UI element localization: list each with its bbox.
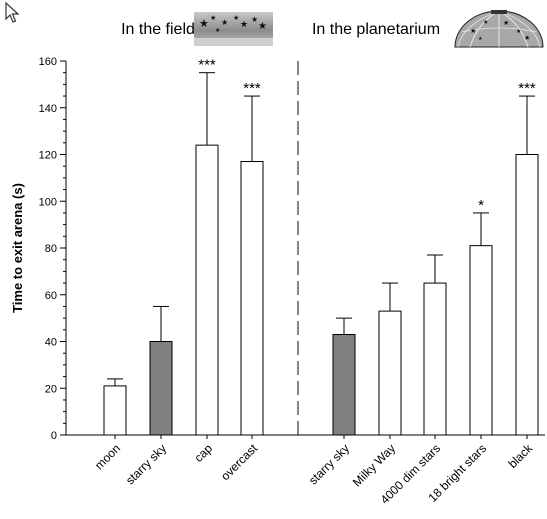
significance-marker: *** bbox=[518, 80, 536, 97]
svg-text:★: ★ bbox=[516, 28, 521, 35]
y-tick-label: 120 bbox=[39, 150, 57, 162]
y-tick-label: 80 bbox=[45, 243, 57, 255]
starry-sky-band-icon: ★ ★ ★ ★ ★ ★ ★ ★ bbox=[194, 12, 273, 46]
svg-text:★: ★ bbox=[221, 18, 228, 27]
bar-4000-dim-stars bbox=[423, 282, 447, 436]
y-tick-label: 60 bbox=[45, 290, 57, 302]
svg-text:★: ★ bbox=[251, 15, 258, 24]
bar-milky-way bbox=[378, 310, 402, 436]
planetarium-dome-icon: ★ ★ ★ ★ ★ ★ bbox=[454, 10, 544, 48]
planetarium-panel-label: In the planetarium bbox=[312, 21, 440, 38]
svg-text:★: ★ bbox=[503, 19, 509, 27]
x-tick-labels: moon starry sky cap overcast starry skyMilky… bbox=[92, 435, 536, 507]
svg-text:★: ★ bbox=[524, 34, 530, 42]
svg-text:★: ★ bbox=[199, 18, 209, 30]
x-tick-label: moon bbox=[92, 441, 123, 472]
y-tick-label: 20 bbox=[45, 383, 57, 395]
bar-starry-sky bbox=[149, 341, 173, 436]
bar-18-bright-stars bbox=[469, 245, 493, 436]
svg-text:★: ★ bbox=[258, 21, 267, 32]
significance-marker: *** bbox=[243, 80, 261, 97]
x-tick-label: starry sky bbox=[123, 441, 169, 487]
y-tick-label: 160 bbox=[39, 56, 57, 68]
y-ticks: 0 20 40 60 80 100 120 140 160 bbox=[39, 56, 66, 442]
y-tick-label: 140 bbox=[39, 103, 57, 115]
significance-marker: * bbox=[478, 197, 484, 214]
svg-text:★: ★ bbox=[215, 27, 220, 34]
svg-text:★: ★ bbox=[240, 19, 248, 29]
svg-text:★: ★ bbox=[478, 36, 483, 42]
svg-text:★: ★ bbox=[210, 14, 216, 22]
field-panel-label: In the field bbox=[121, 21, 195, 38]
svg-text:★: ★ bbox=[470, 27, 476, 35]
x-tick-label: cap bbox=[192, 441, 216, 465]
y-tick-label: 100 bbox=[39, 196, 57, 208]
significance-marker: *** bbox=[198, 57, 216, 74]
x-tick-label: overcast bbox=[218, 441, 260, 483]
y-tick-label: 0 bbox=[51, 430, 57, 442]
svg-text:★: ★ bbox=[233, 14, 239, 22]
x-tick-label: black bbox=[505, 441, 535, 471]
y-axis-label: Time to exit arena (s) bbox=[10, 183, 25, 313]
bar-cap bbox=[195, 144, 219, 436]
bars: ********** bbox=[103, 57, 539, 436]
bar-black bbox=[515, 154, 539, 436]
svg-text:★: ★ bbox=[483, 19, 488, 26]
y-tick-label: 40 bbox=[45, 337, 57, 349]
bar-overcast bbox=[240, 161, 264, 436]
bar-starry-sky bbox=[332, 333, 356, 436]
mouse-pointer-icon bbox=[5, 2, 20, 23]
x-tick-label: starry sky bbox=[306, 441, 352, 487]
bar-moon bbox=[103, 385, 127, 436]
